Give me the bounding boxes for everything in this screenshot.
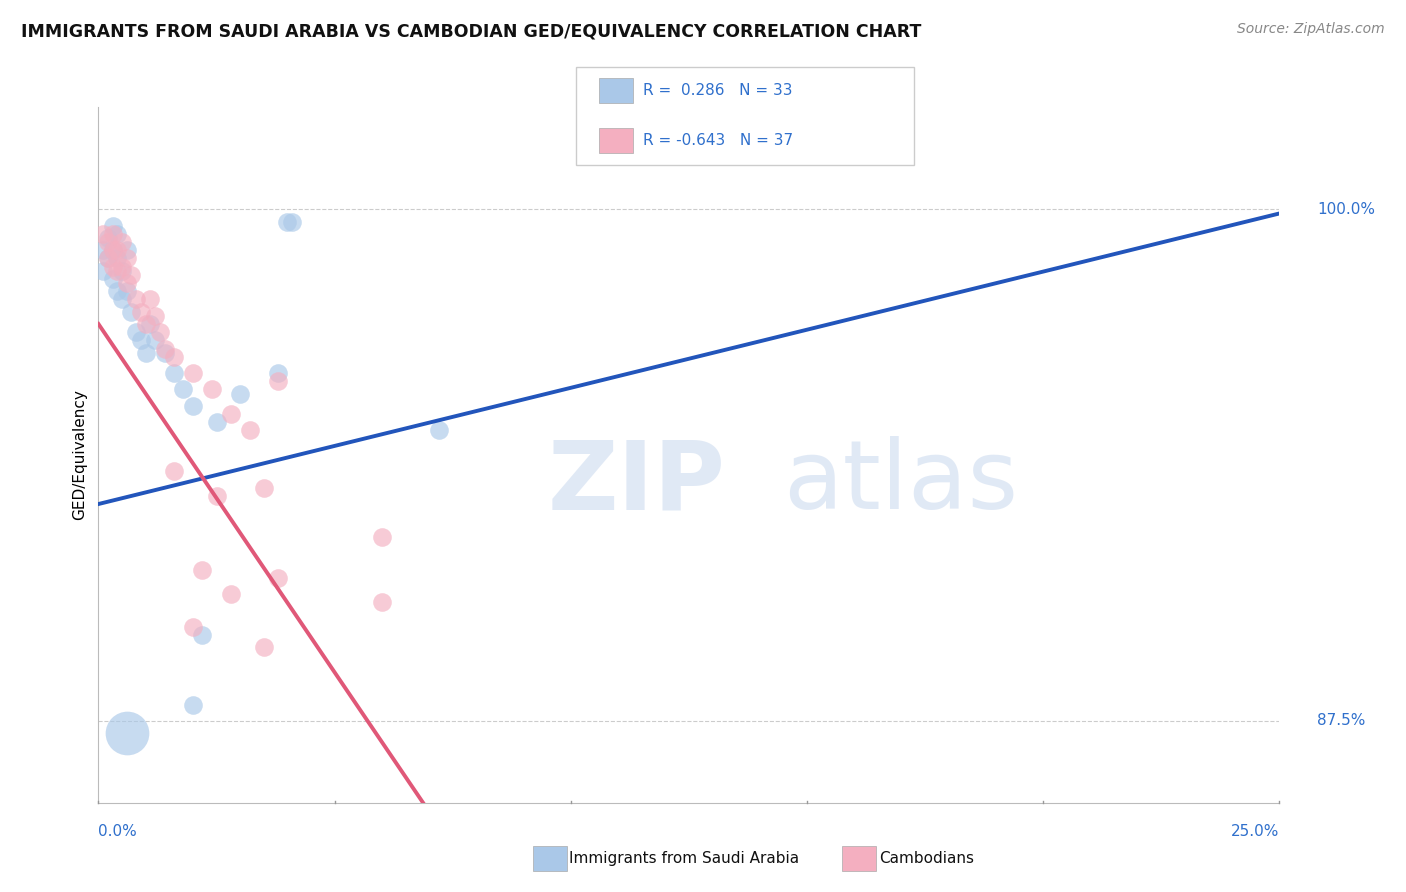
Point <box>281 214 304 228</box>
Text: 100.0%: 100.0% <box>1317 202 1375 217</box>
Point <box>153 345 176 359</box>
Point <box>267 366 290 380</box>
Point <box>181 366 204 380</box>
Point <box>101 244 124 258</box>
Point <box>101 219 124 233</box>
Text: R = -0.643   N = 37: R = -0.643 N = 37 <box>643 133 793 147</box>
Point <box>115 284 138 298</box>
Point <box>101 260 124 274</box>
Point <box>121 304 143 318</box>
Point <box>91 244 114 258</box>
Point <box>181 698 204 712</box>
Point <box>139 293 162 307</box>
Point <box>149 325 172 339</box>
Text: atlas: atlas <box>783 436 1018 529</box>
Point <box>219 587 242 601</box>
Point <box>111 293 134 307</box>
Point <box>125 293 148 307</box>
Point <box>143 334 166 348</box>
Point <box>97 235 120 249</box>
Point <box>276 214 298 228</box>
Point <box>105 284 128 298</box>
Point <box>191 562 214 576</box>
Point <box>97 231 120 245</box>
Point <box>105 264 128 278</box>
Text: IMMIGRANTS FROM SAUDI ARABIA VS CAMBODIAN GED/EQUIVALENCY CORRELATION CHART: IMMIGRANTS FROM SAUDI ARABIA VS CAMBODIA… <box>21 22 921 40</box>
Point <box>219 407 242 421</box>
Point <box>371 530 394 544</box>
Point <box>191 628 214 642</box>
Text: ZIP: ZIP <box>547 436 725 529</box>
Point <box>163 366 186 380</box>
Point <box>91 227 114 241</box>
Point <box>163 350 186 364</box>
Point <box>111 264 134 278</box>
Text: Cambodians: Cambodians <box>879 851 974 865</box>
Point <box>115 726 138 740</box>
Text: 0.0%: 0.0% <box>98 823 138 838</box>
Point <box>201 383 224 397</box>
Text: Source: ZipAtlas.com: Source: ZipAtlas.com <box>1237 22 1385 37</box>
Point <box>181 399 204 413</box>
Point <box>115 276 138 290</box>
Point <box>229 386 252 401</box>
Point <box>371 595 394 609</box>
Point <box>163 464 186 478</box>
Point <box>105 244 128 258</box>
Point <box>101 272 124 286</box>
Point <box>267 374 290 388</box>
Point <box>135 345 157 359</box>
Point <box>105 252 128 266</box>
Point <box>143 309 166 323</box>
Point <box>427 423 450 437</box>
Point <box>97 252 120 266</box>
Point <box>115 244 138 258</box>
Point <box>111 260 134 274</box>
Point <box>129 334 152 348</box>
Text: Immigrants from Saudi Arabia: Immigrants from Saudi Arabia <box>569 851 800 865</box>
Point <box>239 423 262 437</box>
Point <box>125 325 148 339</box>
Point <box>101 244 124 258</box>
Text: R =  0.286   N = 33: R = 0.286 N = 33 <box>643 84 792 98</box>
Point <box>97 252 120 266</box>
Point <box>172 383 194 397</box>
Point <box>105 227 128 241</box>
Point <box>91 264 114 278</box>
Point <box>129 304 152 318</box>
Point <box>181 620 204 634</box>
Text: 87.5%: 87.5% <box>1317 714 1365 729</box>
Point <box>205 415 228 429</box>
Text: 25.0%: 25.0% <box>1232 823 1279 838</box>
Point <box>135 317 157 331</box>
Point <box>253 640 276 655</box>
Point <box>101 227 124 241</box>
Point <box>111 235 134 249</box>
Point <box>253 481 276 495</box>
Point <box>115 252 138 266</box>
Point <box>121 268 143 282</box>
Point <box>267 571 290 585</box>
Point <box>205 489 228 503</box>
Point <box>153 342 176 356</box>
Point <box>139 317 162 331</box>
Y-axis label: GED/Equivalency: GED/Equivalency <box>72 390 87 520</box>
